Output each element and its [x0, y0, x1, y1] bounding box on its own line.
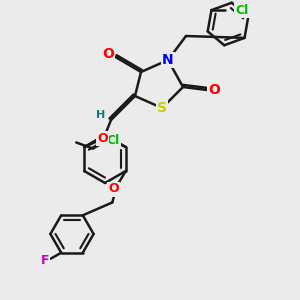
Text: O: O [102, 47, 114, 61]
Text: S: S [157, 101, 167, 115]
Text: N: N [162, 53, 174, 67]
Text: F: F [40, 254, 49, 267]
Text: O: O [208, 83, 220, 97]
Text: Cl: Cl [107, 134, 120, 148]
Text: Cl: Cl [236, 4, 249, 16]
Text: H: H [96, 110, 105, 121]
Text: O: O [98, 131, 108, 145]
Text: O: O [109, 182, 119, 196]
